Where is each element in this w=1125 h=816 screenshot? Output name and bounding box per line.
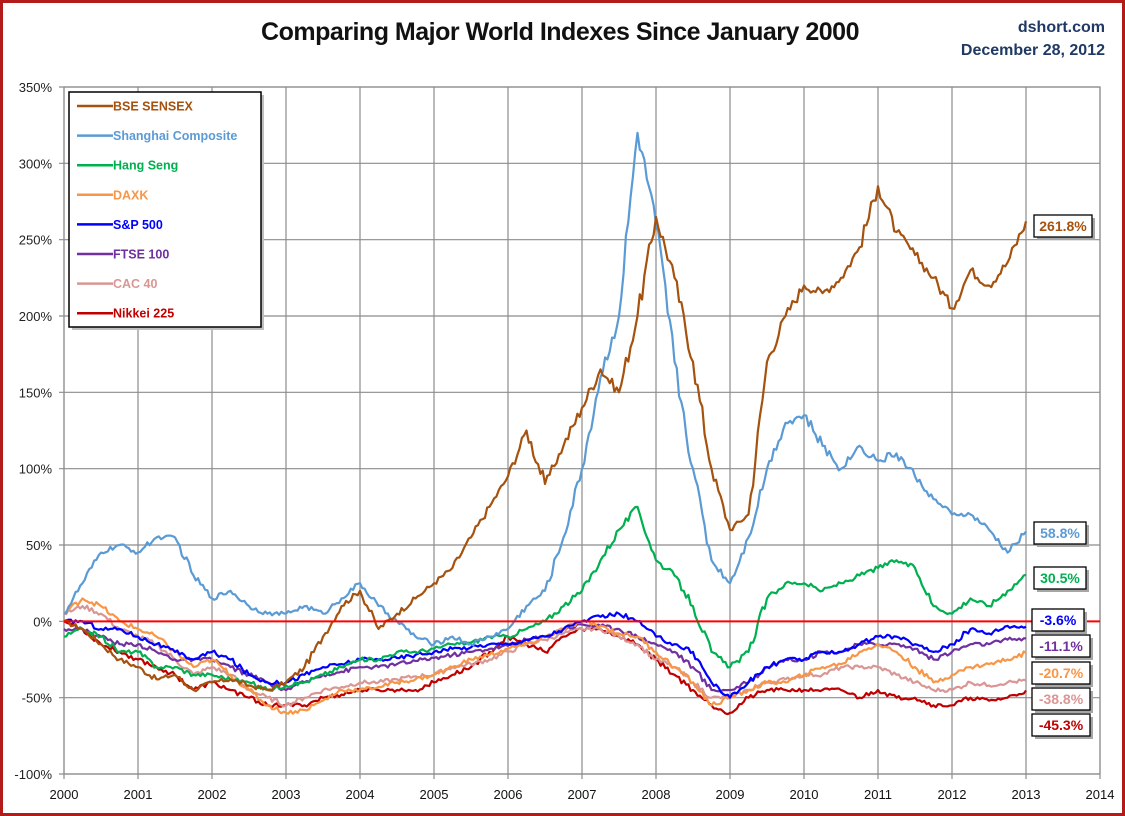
end-label-box <box>1033 214 1093 238</box>
y-tick-label: 200% <box>19 309 53 324</box>
end-label-box <box>1031 634 1091 658</box>
legend-entry: Hang Seng <box>113 159 178 173</box>
x-tick-label: 2000 <box>50 787 79 802</box>
end-label-value: 58.8% <box>1040 525 1080 541</box>
legend-entry: FTSE 100 <box>113 248 169 262</box>
series-lines <box>63 131 1028 716</box>
legend-entry: Nikkei 225 <box>113 307 174 321</box>
series-line-bse-sensex <box>63 185 1028 693</box>
y-tick-label: 0% <box>33 614 52 629</box>
source-site: dshort.com <box>1017 19 1105 36</box>
end-label-box <box>1033 566 1087 590</box>
y-axis-ticks: 350% 300% 250% 200% 150% 100% 50% 0% -50% -100% <box>14 80 52 782</box>
x-tick-label: 2007 <box>568 787 597 802</box>
legend-entry: DAXK <box>113 188 148 202</box>
legend-entry: Shanghai Composite <box>113 129 237 143</box>
legend-entry: CAC 40 <box>113 277 158 291</box>
end-label-box <box>1033 521 1087 545</box>
chart-title: Comparing Major World Indexes Since Janu… <box>261 18 859 46</box>
y-tick-label: 100% <box>19 462 53 477</box>
end-label-value: -45.3% <box>1039 717 1084 733</box>
source-block: dshort.com December 28, 2012 <box>961 16 1105 62</box>
x-tick-label: 2012 <box>938 787 967 802</box>
series-line-shanghai-composite <box>63 131 1027 647</box>
x-tick-label: 2011 <box>864 787 892 802</box>
end-label-box <box>1031 608 1085 632</box>
end-label-value: -20.7% <box>1039 665 1084 681</box>
x-tick-label: 2008 <box>642 787 671 802</box>
end-label-value: 30.5% <box>1040 570 1080 586</box>
y-tick-label: 250% <box>19 233 53 248</box>
x-tick-label: 2013 <box>1012 787 1041 802</box>
y-tick-label: -50% <box>22 691 53 706</box>
x-tick-label: 2001 <box>124 787 153 802</box>
end-label-box <box>1031 687 1091 711</box>
series-line-nikkei-225 <box>63 620 1027 716</box>
legend-entry: S&P 500 <box>113 218 163 232</box>
legend: BSE SENSEX Shanghai Composite Hang Seng DAX… <box>68 91 264 330</box>
end-label-value: 261.8% <box>1039 218 1087 234</box>
y-tick-label: 300% <box>19 156 53 171</box>
source-date: December 28, 2012 <box>960 42 1105 59</box>
x-axis-ticks: 2000 2001 2002 2003 2004 2005 2006 2007 2008 2009… <box>50 787 1115 802</box>
legend-entry: BSE SENSEX <box>113 100 194 114</box>
end-value-labels: 261.8% 58.8% 30.5% -3.6% -11.1% -20.7% -38.8% -… <box>1031 214 1095 739</box>
grid-lines <box>59 86 1101 779</box>
x-tick-label: 2010 <box>790 787 819 802</box>
end-label-value: -11.1% <box>1039 638 1083 654</box>
y-tick-label: -100% <box>14 767 52 782</box>
series-line-cac-40 <box>63 604 1027 708</box>
legend-box <box>68 91 262 328</box>
x-tick-label: 2014 <box>1086 787 1115 802</box>
series-line-hang-seng <box>63 505 1027 692</box>
x-tick-label: 2006 <box>494 787 523 802</box>
x-tick-label: 2003 <box>272 787 301 802</box>
y-tick-label: 350% <box>19 80 53 95</box>
x-tick-label: 2009 <box>716 787 745 802</box>
series-line-s-p-500 <box>63 611 1027 699</box>
y-tick-label: 50% <box>26 538 52 553</box>
x-tick-label: 2005 <box>420 787 449 802</box>
end-label-box <box>1031 713 1091 737</box>
end-label-value: -38.8% <box>1039 691 1084 707</box>
series-line-daxk <box>63 597 1027 715</box>
x-tick-label: 2004 <box>346 787 375 802</box>
end-label-value: -3.6% <box>1040 612 1077 628</box>
end-label-box <box>1031 661 1091 685</box>
x-tick-label: 2002 <box>198 787 227 802</box>
y-tick-label: 150% <box>19 385 53 400</box>
